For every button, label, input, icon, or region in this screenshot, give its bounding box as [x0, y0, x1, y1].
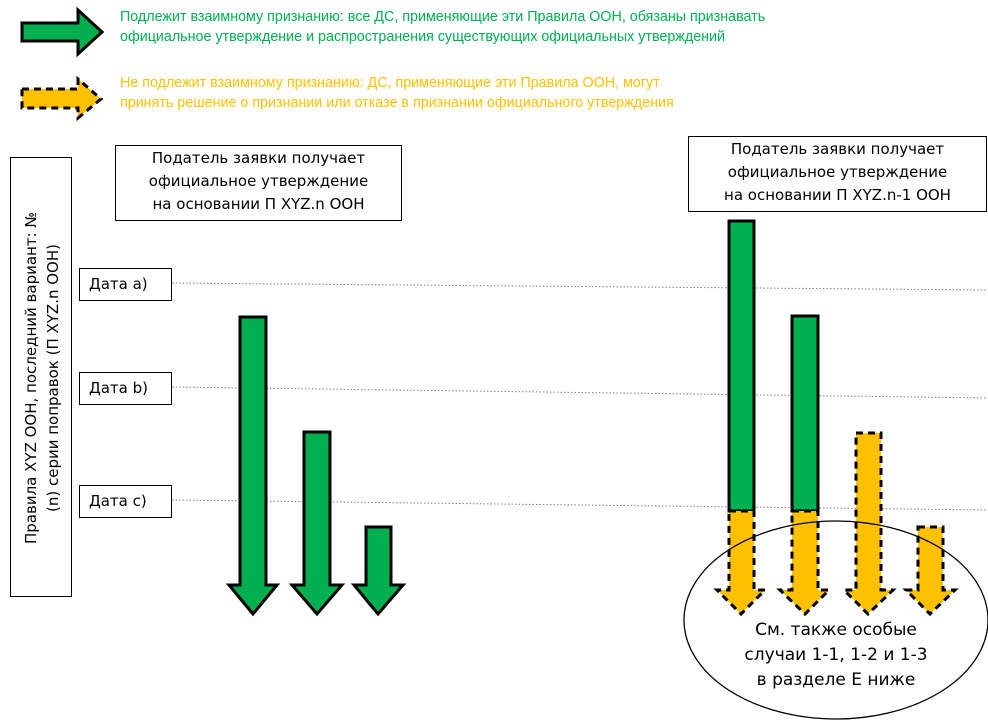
regulation-label-box: Правила XYZ ООН, последний вариант: № (n…	[10, 157, 72, 597]
date-c-box: Дата с)	[79, 485, 172, 518]
left-applicant-line2: официальное утверждение	[148, 172, 369, 190]
legend-mutual-line2: официальное утверждение и распространени…	[120, 29, 726, 45]
legend-mutual-line1: Подлежит взаимному признанию: все ДС, пр…	[120, 9, 766, 25]
right-applicant-line3: на основании П XYZ.n-1 ООН	[724, 186, 951, 204]
regulation-label-line1: Правила XYZ ООН, последний вариант: №	[22, 212, 40, 544]
date-b-line	[171, 386, 988, 399]
legend-not-mutual-text: Не подлежит взаимному признанию: ДС, при…	[120, 73, 674, 113]
legend-not-mutual-line1: Не подлежит взаимному признанию: ДС, при…	[120, 75, 660, 91]
legend-mutual-text: Подлежит взаимному признанию: все ДС, пр…	[120, 7, 765, 47]
right-applicant-line2: официальное утверждение	[727, 163, 948, 181]
date-a-box: Дата а)	[79, 268, 172, 301]
right-yellow-arrow-4	[902, 525, 959, 617]
left-applicant-line1: Податель заявки получает	[151, 149, 366, 167]
legend-yellow-dashed-arrow	[20, 75, 104, 122]
right-applicant-box: Податель заявки получает официальное утв…	[688, 136, 987, 212]
left-applicant-box: Податель заявки получает официальное утв…	[115, 145, 402, 221]
right-yellow-arrow-2	[776, 509, 833, 617]
right-applicant-line1: Податель заявки получает	[730, 140, 945, 158]
special-cases-line1: См. также особые	[755, 620, 917, 640]
left-green-arrow-1	[225, 315, 281, 617]
special-cases-line2: случаи 1-1, 1-2 и 1-3	[744, 645, 928, 665]
right-green-bar-1	[727, 219, 756, 513]
date-b-box: Дата b)	[79, 372, 172, 405]
date-b-label: Дата b)	[89, 379, 148, 397]
date-a-label: Дата а)	[89, 275, 148, 293]
regulation-label-line2: (n) серии поправок (П XYZ.n ООН)	[44, 244, 62, 512]
date-a-line	[171, 282, 988, 291]
date-c-line	[171, 499, 988, 511]
regulation-label-text: Правила XYZ ООН, последний вариант: № (n…	[20, 158, 64, 598]
special-cases-line3: в разделе Е ниже	[756, 670, 916, 690]
right-green-bar-2	[790, 314, 820, 513]
legend-not-mutual-line2: принять решение о признании или отказе в…	[120, 95, 674, 111]
legend-green-arrow	[20, 6, 105, 58]
left-applicant-line3: на основании П XYZ.n ООН	[152, 195, 365, 213]
special-cases-note: См. также особые случаи 1-1, 1-2 и 1-3 в…	[720, 618, 952, 693]
special-cases-ellipse	[683, 520, 988, 720]
left-green-arrow-2	[288, 430, 346, 617]
left-green-arrow-3	[350, 525, 407, 617]
date-c-label: Дата с)	[89, 492, 147, 510]
right-yellow-arrow-1	[713, 509, 769, 617]
